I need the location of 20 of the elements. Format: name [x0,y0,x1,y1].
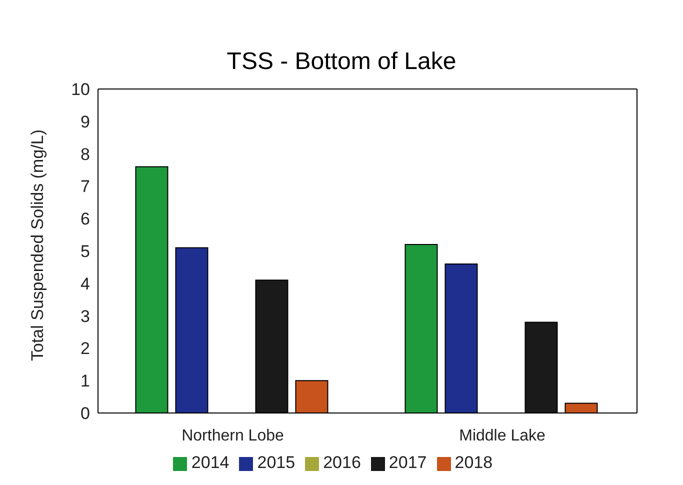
legend-label: 2014 [191,453,230,472]
legend-label: 2015 [257,453,296,472]
y-axis-title: Total Suspended Solids (mg/L) [28,129,48,361]
y-tick-label: 2 [80,339,90,358]
chart-title: TSS - Bottom of Lake [226,47,458,77]
y-tick-label: 3 [80,306,90,326]
x-tick-label: Middle Lake [459,427,546,444]
y-tick-label: 8 [80,144,90,164]
legend-label: 2017 [388,453,427,472]
y-tick-label: 9 [80,112,90,132]
y-tick-label: 0 [80,404,90,424]
legend-label: 2018 [454,453,493,472]
y-tick-label: 6 [80,210,90,229]
y-tick-label: 4 [80,274,90,294]
y-tick-label: 7 [80,177,90,196]
y-tick-label: 5 [80,242,90,262]
x-tick-label: Northern Lobe [182,427,284,444]
y-tick-label: 10 [71,80,90,100]
y-tick-label: 1 [80,372,90,391]
legend-label: 2016 [323,453,361,472]
